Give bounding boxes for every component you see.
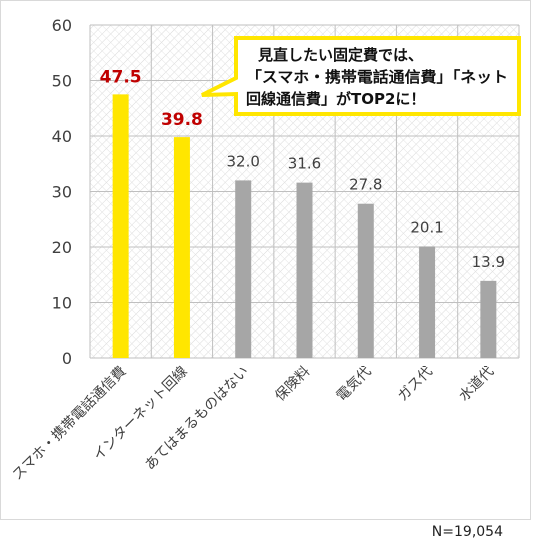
y-tick-label: 10	[52, 294, 72, 313]
bar-value-label: 39.8	[161, 110, 203, 130]
bar	[480, 280, 497, 358]
x-category-label: 水道代	[456, 364, 497, 405]
bar-chart: 0 10 20 30 40 50 60 47.5 39.8 32.0 31.6 27.8 20.1 13…	[9, 16, 521, 484]
y-tick-label: 20	[52, 238, 72, 257]
bar-value-label: 47.5	[100, 67, 142, 87]
callout-text-line: 「スマホ・携帯電話通信費」「ネット	[246, 68, 508, 86]
x-category-label: 電気代	[334, 364, 375, 405]
bar-value-label: 31.6	[288, 155, 321, 173]
y-tick-label: 40	[52, 127, 72, 146]
bar-value-label: 27.8	[349, 176, 382, 194]
sample-size-note: N=19,054	[431, 524, 503, 540]
x-category-label: ガス代	[395, 364, 436, 405]
callout-text-line: 見直したい固定費では、	[257, 46, 423, 64]
bar-value-label: 32.0	[227, 152, 260, 170]
callout-box: 見直したい固定費では、「スマホ・携帯電話通信費」「ネット回線通信費」がTOP2に…	[201, 36, 521, 116]
bar	[357, 203, 374, 358]
bar	[235, 180, 252, 358]
bar	[419, 246, 436, 358]
chart-frame	[0, 0, 531, 520]
bar	[173, 137, 190, 358]
y-tick-label: 0	[62, 349, 72, 368]
callout-text-line: 回線通信費」がTOP2に！	[246, 90, 425, 108]
bar	[296, 182, 313, 358]
callout-shape	[201, 36, 521, 116]
bar	[112, 94, 129, 358]
bar-value-label: 13.9	[472, 253, 505, 271]
x-category-label: あてはまるものはない	[142, 364, 252, 474]
y-tick-label: 50	[52, 72, 72, 91]
bars: 47.5 39.8 32.0 31.6 27.8 20.1 13.9	[100, 67, 505, 358]
x-category-label: 保険料	[272, 364, 313, 405]
x-axis-labels: スマホ・携帯電話通信費インターネット回線あてはまるものはない 保険料 電気代 ガス代水…	[9, 363, 497, 484]
y-axis: 0 10 20 30 40 50 60	[52, 16, 72, 368]
y-tick-label: 30	[52, 183, 72, 202]
bar-value-label: 20.1	[410, 218, 443, 236]
y-tick-label: 60	[52, 16, 72, 35]
x-category-label: スマホ・携帯電話通信費	[9, 363, 130, 484]
